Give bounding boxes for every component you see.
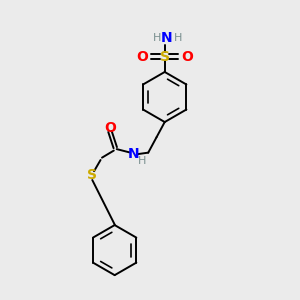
Text: H: H xyxy=(153,33,161,43)
Text: N: N xyxy=(160,31,172,45)
Text: O: O xyxy=(137,50,148,64)
Text: N: N xyxy=(128,147,139,161)
Text: H: H xyxy=(174,33,182,43)
Text: S: S xyxy=(87,168,97,182)
Text: H: H xyxy=(138,156,146,166)
Text: S: S xyxy=(160,50,170,64)
Text: O: O xyxy=(181,50,193,64)
Text: O: O xyxy=(104,121,116,135)
